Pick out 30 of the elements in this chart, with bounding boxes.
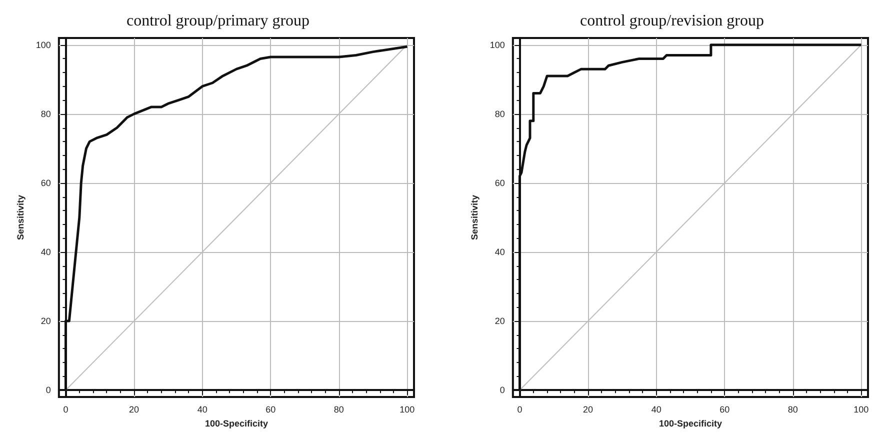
y-tick-label: 20	[494, 316, 505, 326]
y-tick-label: 0	[46, 385, 51, 396]
x-tick-label: 80	[788, 404, 798, 414]
chart-title: control group/primary group	[126, 12, 310, 30]
y-tick-label: 40	[494, 247, 505, 258]
y-tick-label: 60	[494, 178, 505, 188]
x-tick-label: 40	[651, 404, 662, 414]
x-tick-label: 0	[517, 404, 522, 414]
y-tick-label: 60	[40, 178, 51, 188]
x-axis-title: 100-Specificity	[658, 418, 722, 428]
x-tick-label: 80	[334, 404, 344, 414]
y-tick-label: 100	[36, 40, 51, 50]
y-tick-label: 0	[500, 385, 505, 396]
x-tick-label: 20	[129, 404, 140, 414]
y-tick-label: 40	[40, 247, 51, 258]
x-axis-title: 100-Specificity	[204, 418, 268, 428]
y-tick-label: 80	[40, 108, 51, 119]
chart-title: control group/revision group	[580, 12, 764, 30]
x-tick-label: 100	[400, 404, 415, 414]
y-tick-label: 100	[490, 40, 505, 50]
x-tick-label: 20	[583, 404, 594, 414]
y-axis-title: Sensitivity	[470, 194, 480, 240]
x-tick-label: 60	[266, 404, 276, 414]
y-axis-title: Sensitivity	[16, 194, 26, 240]
y-tick-label: 80	[494, 108, 505, 119]
x-tick-label: 60	[720, 404, 730, 414]
x-tick-label: 100	[854, 404, 869, 414]
x-tick-label: 0	[63, 404, 68, 414]
y-tick-label: 20	[40, 316, 51, 326]
x-tick-label: 40	[197, 404, 208, 414]
